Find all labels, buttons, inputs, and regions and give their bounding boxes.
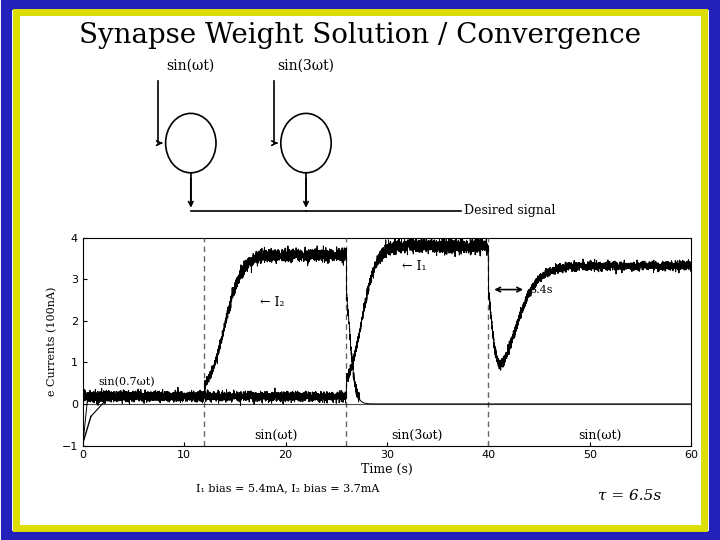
Text: ← I₂: ← I₂: [260, 295, 284, 308]
Text: Desired signal: Desired signal: [464, 204, 556, 217]
Text: sin(0.7ωt): sin(0.7ωt): [98, 377, 155, 388]
Text: τ = 6.5s: τ = 6.5s: [598, 489, 662, 503]
Text: I₁ bias = 5.4mA, I₂ bias = 3.7mA: I₁ bias = 5.4mA, I₂ bias = 3.7mA: [197, 484, 379, 494]
Text: sin(ωt): sin(ωt): [578, 429, 621, 442]
Text: sin(ωt): sin(ωt): [253, 429, 297, 442]
Text: 3.4s: 3.4s: [529, 285, 552, 295]
Text: Synapse Weight Solution / Convergence: Synapse Weight Solution / Convergence: [79, 22, 641, 49]
X-axis label: Time (s): Time (s): [361, 463, 413, 476]
Text: sin(3ωt): sin(3ωt): [392, 429, 443, 442]
Text: ← I₁: ← I₁: [402, 260, 427, 273]
Text: sin(3ωt): sin(3ωt): [277, 59, 335, 73]
Y-axis label: e Currents (100nA): e Currents (100nA): [47, 287, 58, 396]
Text: sin(ωt): sin(ωt): [166, 59, 215, 73]
